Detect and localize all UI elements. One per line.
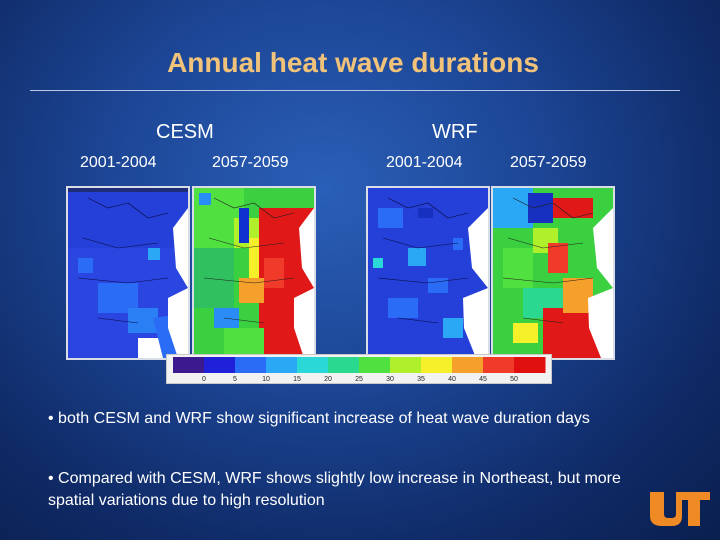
colorbar-tick-label: 45	[479, 376, 487, 383]
colorbar-swatch	[266, 357, 298, 373]
colorbar-tick-label: 35	[417, 376, 425, 383]
title-divider	[30, 90, 680, 91]
colorbar-tick-label: 25	[355, 376, 363, 383]
bullet-2: • Compared with CESM, WRF shows slightly…	[48, 470, 621, 509]
colorbar-tick-label: 15	[293, 376, 301, 383]
colorbar-swatch	[359, 357, 391, 373]
colorbar-tick-label: 50	[510, 376, 518, 383]
bullet-1: • both CESM and WRF show significant inc…	[48, 410, 590, 427]
colorbar-tick-label: 5	[233, 376, 237, 383]
colorbar-swatch	[328, 357, 360, 373]
colorbar-tick-label: 40	[448, 376, 456, 383]
map-cesm-2057-2059-image	[194, 188, 314, 358]
colorbar-tick-label: 30	[386, 376, 394, 383]
cesm-period-1-label: 2001-2004	[80, 154, 157, 171]
colorbar-graphic: 0 5 10 15 20 25 30 35 40 45 50	[173, 357, 546, 383]
map-cesm-2001-2004-image	[68, 188, 188, 358]
colorbar-swatch	[514, 357, 546, 373]
map-wrf-2057-2059	[491, 186, 615, 360]
colorbar: 0 5 10 15 20 25 30 35 40 45 50	[166, 354, 552, 384]
colorbar-swatch	[235, 357, 267, 373]
colorbar-swatch	[483, 357, 515, 373]
map-cesm-2057-2059	[192, 186, 316, 360]
colorbar-tick-label: 10	[262, 376, 270, 383]
colorbar-swatch	[173, 357, 205, 373]
colorbar-swatch	[421, 357, 453, 373]
ut-logo-mark	[650, 492, 710, 526]
wrf-period-2-label: 2057-2059	[510, 154, 587, 171]
colorbar-tick-label: 20	[324, 376, 332, 383]
colorbar-swatch	[390, 357, 422, 373]
wrf-period-1-label: 2001-2004	[386, 154, 463, 171]
cesm-period-2-label: 2057-2059	[212, 154, 289, 171]
colorbar-swatch	[297, 357, 329, 373]
map-wrf-2001-2004-image	[368, 188, 488, 358]
colorbar-swatch	[452, 357, 484, 373]
colorbar-swatch	[204, 357, 236, 373]
map-cesm-2001-2004	[66, 186, 190, 360]
slide-title: Annual heat wave durations	[167, 47, 539, 78]
map-wrf-2001-2004	[366, 186, 490, 360]
map-wrf-2057-2059-image	[493, 188, 613, 358]
colorbar-tick-label: 0	[202, 376, 206, 383]
cesm-label: CESM	[156, 121, 214, 143]
wrf-label: WRF	[432, 121, 478, 143]
ut-logo	[648, 488, 710, 528]
